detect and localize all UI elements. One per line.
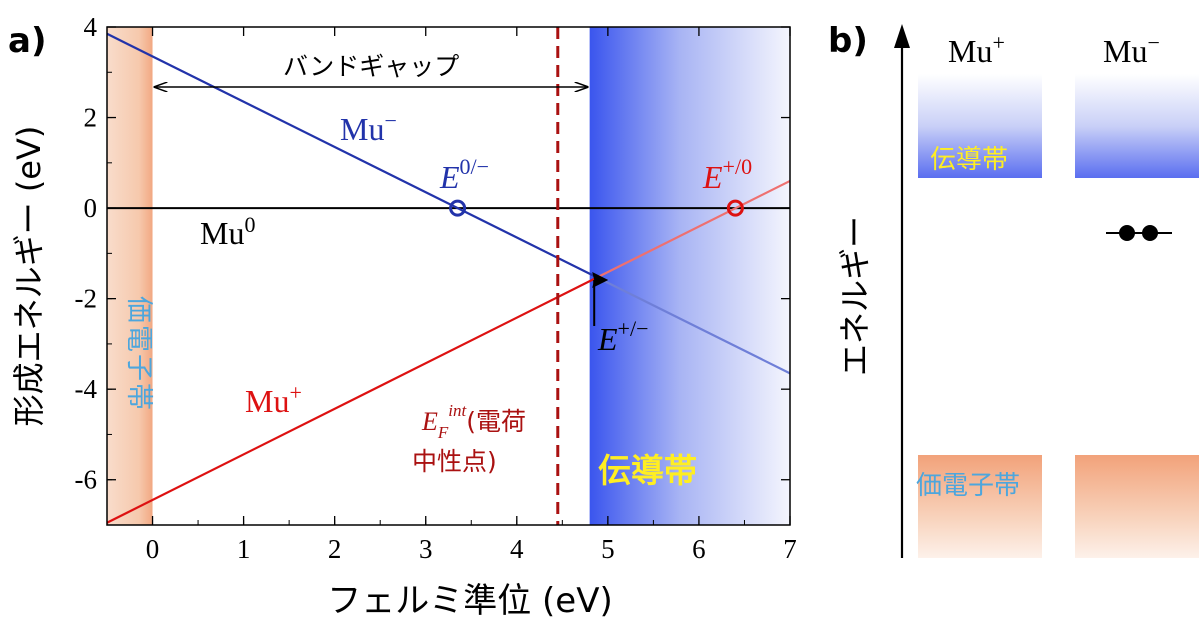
y-tick-label: 2 [84, 103, 98, 133]
y-tick-label: -4 [75, 374, 98, 404]
conduction-band-label-b: 伝導帯 [930, 145, 1008, 175]
x-tick-label: 6 [692, 534, 706, 564]
valence-band-label-b: 価電子帯 [916, 471, 1020, 501]
series-line-mu-plus [107, 277, 595, 524]
column-title-mu-minus: Mu− [1103, 30, 1160, 69]
x-tick-label: 4 [510, 534, 524, 564]
panel-a-label: a) [8, 21, 46, 61]
valence-band-box-mu-plus [918, 455, 1042, 558]
x-tick-label: 1 [237, 534, 251, 564]
plot-frame [106, 26, 791, 526]
efint-label-line1: EFint(電荷 [421, 401, 526, 442]
label-e-plus-minus: E+/− [597, 316, 648, 357]
y-tick-label: -6 [75, 465, 98, 495]
valence-band-region [107, 27, 153, 525]
y-tick-label: -2 [75, 284, 98, 314]
x-tick-label: 0 [146, 534, 160, 564]
series-label-mu0: Mu0 [200, 212, 255, 251]
conduction-band-region [589, 27, 790, 525]
label-e-plus-0: E+/0 [702, 154, 752, 195]
x-tick-label: 5 [601, 534, 615, 564]
axis-ticks: 0 1 2 3 4 5 6 7 4 2 0 -2 -4 -6 [75, 12, 797, 564]
energy-axis-label: エネルギー [836, 216, 874, 376]
series-label-mu-plus: Mu+ [245, 380, 302, 419]
efint-label-line2: 中性点) [412, 447, 497, 476]
x-tick-label: 2 [328, 534, 342, 564]
transition-point-0-minus [449, 199, 467, 217]
conduction-band-label-a: 伝導帯 [598, 451, 697, 490]
valence-band-box-mu-minus [1075, 455, 1199, 558]
panel-b-label: b) [828, 21, 868, 61]
y-tick-label: 0 [84, 193, 98, 223]
conduction-band-box-mu-minus [1075, 74, 1199, 178]
y-axis-label: 形成エネルギー (eV) [10, 126, 48, 427]
column-title-mu-plus: Mu+ [948, 30, 1005, 69]
series-label-mu-minus: Mu− [340, 108, 397, 147]
conduction-band-box-mu-plus [918, 74, 1042, 178]
electron-2 [1142, 225, 1158, 241]
x-axis-label: フェルミ準位 (eV) [327, 581, 613, 621]
band-gap-label: バンドギャップ [283, 52, 459, 81]
series-line-mu-minus [107, 32, 595, 277]
x-tick-label: 7 [783, 534, 797, 564]
x-tick-label: 3 [419, 534, 433, 564]
label-e-0-minus: E0/− [439, 154, 489, 195]
y-tick-label: 4 [84, 12, 98, 42]
series-line-mu-minus-fade [593, 275, 790, 375]
transition-point-plus-0 [726, 199, 744, 217]
series-line-mu-plus-fade [593, 179, 790, 280]
energy-axis-arrowhead [894, 24, 910, 48]
electron-1 [1119, 225, 1135, 241]
valence-band-label-a: 価電子帯 [123, 296, 154, 412]
